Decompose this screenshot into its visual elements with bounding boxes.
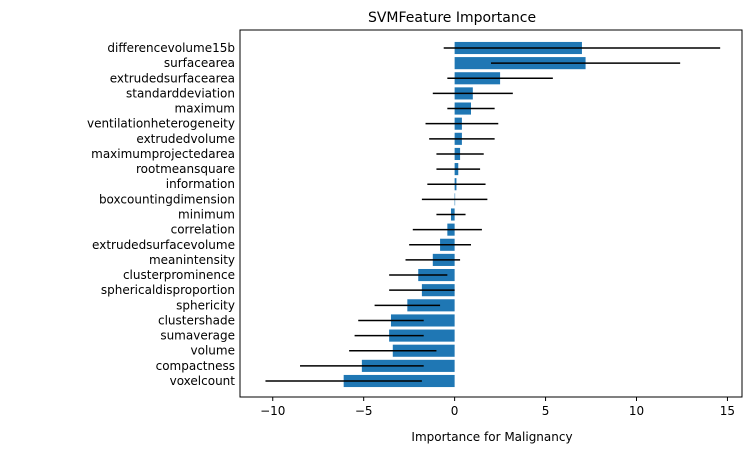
x-axis: −10 −5 0 5 10 15 xyxy=(260,397,735,418)
category-label: minimum xyxy=(178,208,235,222)
category-label: sphericaldisproportion xyxy=(101,283,235,297)
category-labels: differencevolume15bsurfaceareaextrudedsu… xyxy=(87,41,235,388)
category-label: sumaverage xyxy=(160,329,235,343)
x-tick-label: 10 xyxy=(629,404,644,418)
x-tick-label: −10 xyxy=(260,404,285,418)
x-tick-label: 0 xyxy=(451,404,459,418)
category-label: compactness xyxy=(156,359,235,373)
x-tick-label: 5 xyxy=(542,404,550,418)
x-tick-label: −5 xyxy=(355,404,373,418)
category-label: clusterprominence xyxy=(123,268,235,282)
error-bars xyxy=(265,47,721,382)
category-label: clustershade xyxy=(158,313,235,327)
category-label: extrudedvolume xyxy=(136,132,235,146)
category-label: information xyxy=(166,177,235,191)
category-label: correlation xyxy=(171,223,235,237)
category-label: maximumprojectedarea xyxy=(91,147,235,161)
category-label: maximum xyxy=(175,102,235,116)
x-axis-label: Importance for Malignancy xyxy=(411,430,572,444)
category-label: differencevolume15b xyxy=(107,41,235,55)
category-label: rootmeansquare xyxy=(136,162,235,176)
category-label: voxelcount xyxy=(170,374,236,388)
x-tick-label: 15 xyxy=(720,404,735,418)
chart-title: SVMFeature Importance xyxy=(368,10,536,26)
category-label: standarddeviation xyxy=(126,86,235,100)
category-label: ventilationheterogeneity xyxy=(87,117,235,131)
category-label: volume xyxy=(191,344,235,358)
plot-frame xyxy=(239,29,743,398)
category-label: meanintensity xyxy=(149,253,235,267)
category-label: extrudedsurfacevolume xyxy=(92,238,235,252)
category-label: extrudedsurfacearea xyxy=(110,71,235,85)
category-label: sphericity xyxy=(176,298,235,312)
category-label: surfacearea xyxy=(164,56,235,70)
category-label: boxcountingdimension xyxy=(99,192,235,206)
